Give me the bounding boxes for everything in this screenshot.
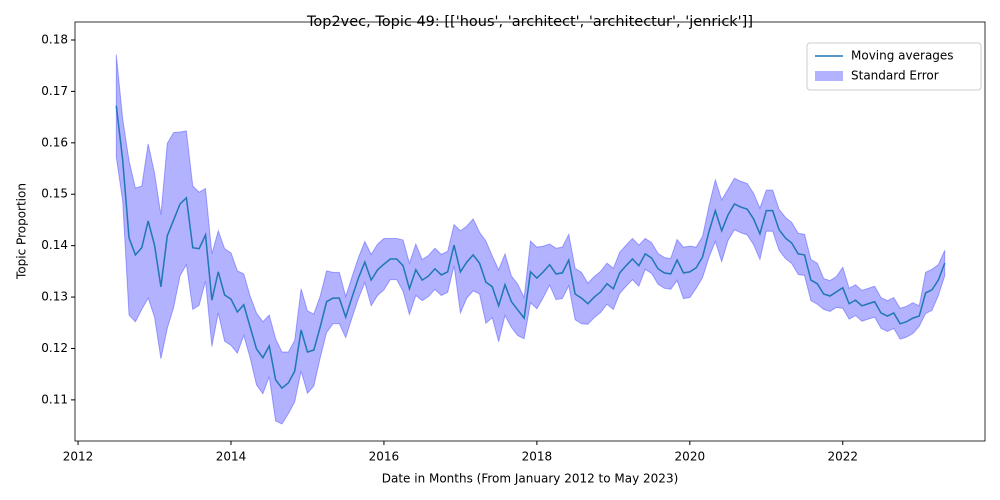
- x-tick-label: 2022: [827, 450, 858, 464]
- x-tick-label: 2020: [675, 450, 706, 464]
- legend-box: [806, 42, 982, 91]
- legend-patch: [815, 71, 843, 81]
- line: [115, 105, 946, 390]
- legend-label: Standard Error: [851, 69, 939, 83]
- y-tick-label: 0.17: [41, 84, 68, 98]
- y-axis-label: Topic Proportion: [15, 183, 29, 280]
- x-tick-label: 2012: [63, 450, 94, 464]
- x-axis-label: Date in Months (From January 2012 to May…: [382, 472, 679, 486]
- y-tick-label: 0.13: [41, 290, 68, 304]
- y-tick-label: 0.11: [41, 392, 68, 406]
- x-tick-label: 2016: [369, 450, 400, 464]
- x-tick-label: 2014: [216, 450, 247, 464]
- y-tick-label: 0.14: [41, 238, 68, 252]
- y-tick-label: 0.15: [41, 187, 68, 201]
- y-tick-label: 0.18: [41, 32, 68, 46]
- error-band: [115, 54, 946, 425]
- legend-label: Moving averages: [851, 49, 954, 63]
- x-tick-label: 2018: [522, 450, 553, 464]
- y-tick-label: 0.16: [41, 135, 68, 149]
- y-tick-label: 0.12: [41, 341, 68, 355]
- plot-frame: [74, 21, 986, 442]
